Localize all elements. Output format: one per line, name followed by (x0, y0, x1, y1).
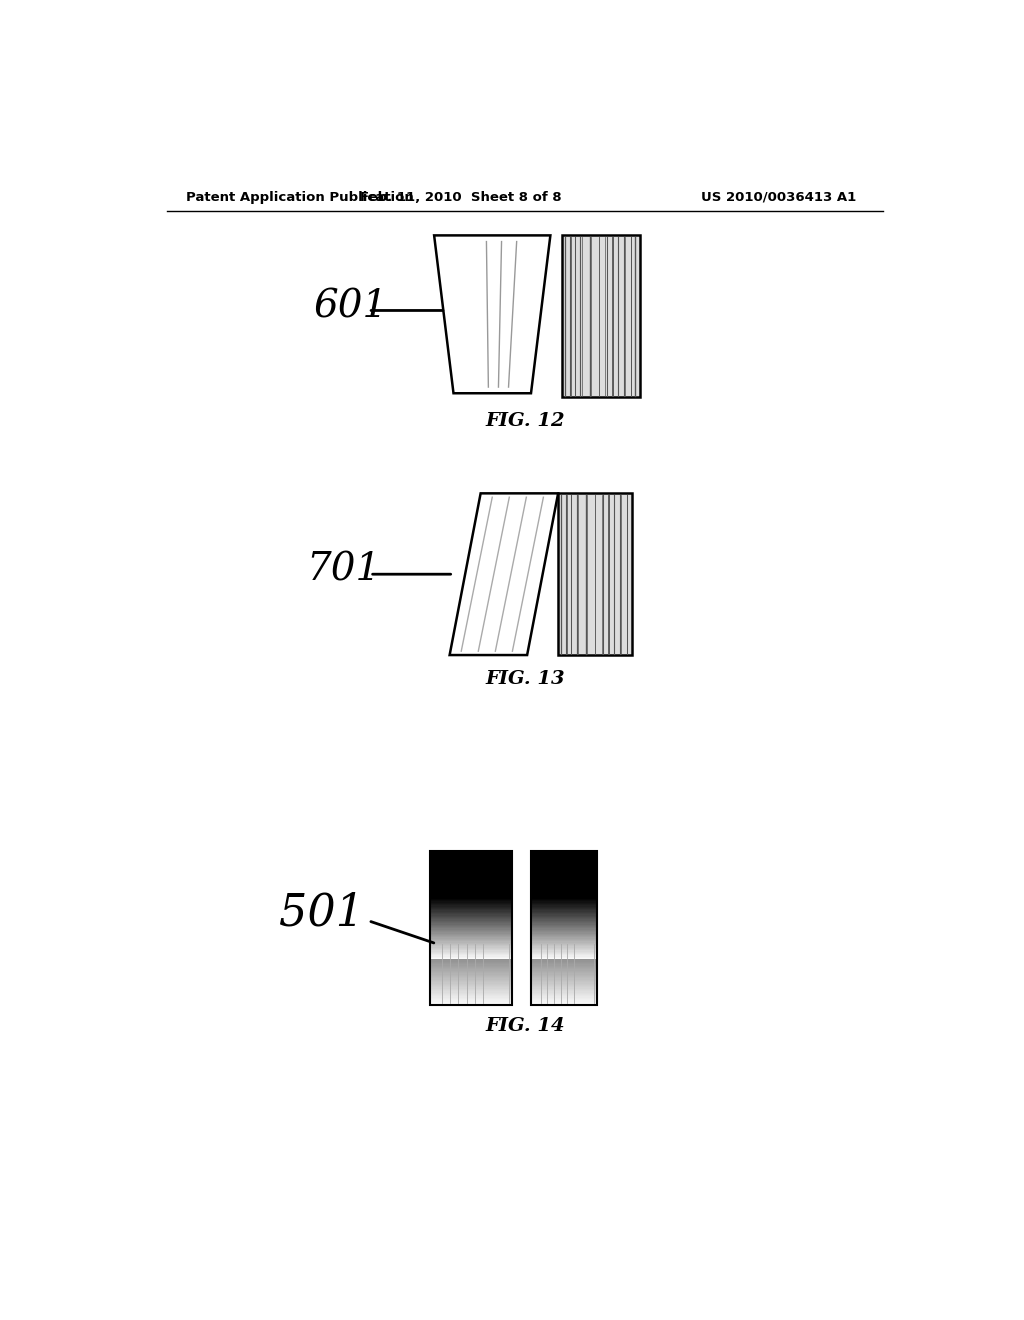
Text: FIG. 14: FIG. 14 (485, 1016, 564, 1035)
Text: Feb. 11, 2010  Sheet 8 of 8: Feb. 11, 2010 Sheet 8 of 8 (360, 190, 562, 203)
Polygon shape (434, 235, 550, 393)
Text: 501: 501 (280, 891, 365, 935)
Text: 601: 601 (314, 288, 388, 325)
Text: FIG. 12: FIG. 12 (485, 412, 564, 430)
Text: FIG. 13: FIG. 13 (485, 671, 564, 689)
Polygon shape (558, 494, 632, 655)
Text: 701: 701 (306, 552, 381, 589)
Polygon shape (450, 494, 558, 655)
Polygon shape (562, 235, 640, 397)
Text: US 2010/0036413 A1: US 2010/0036413 A1 (701, 190, 856, 203)
Text: Patent Application Publication: Patent Application Publication (186, 190, 414, 203)
